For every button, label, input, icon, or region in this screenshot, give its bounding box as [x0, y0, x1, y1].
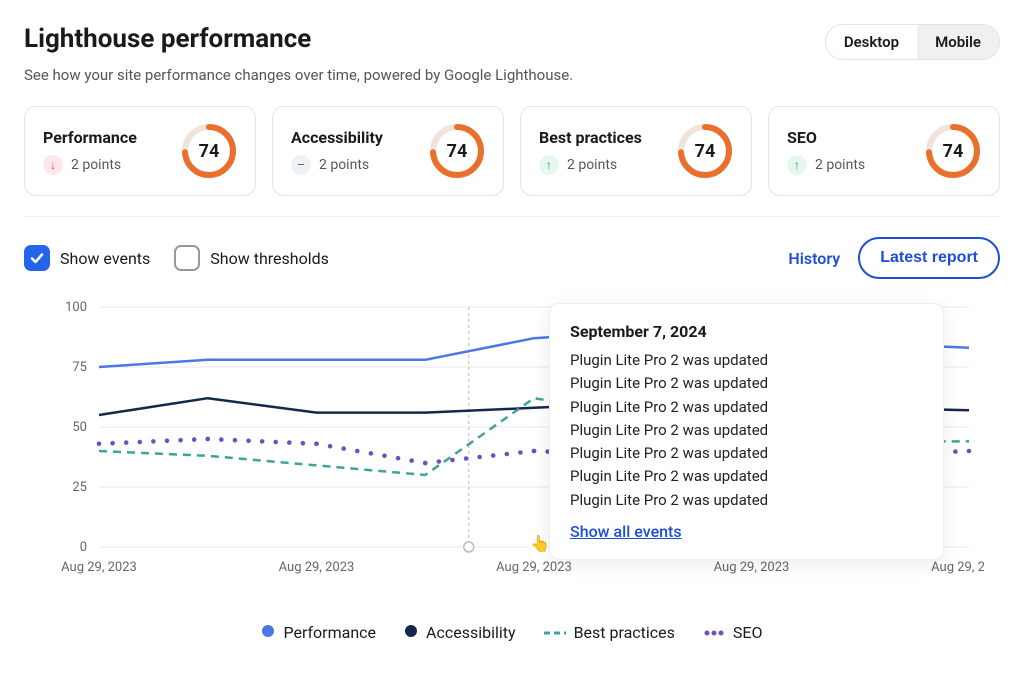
svg-text:Aug 29, 2023: Aug 29, 2023 [714, 560, 790, 575]
tooltip-event-line: Plugin Lite Pro 2 was updated [570, 419, 923, 442]
page-subtitle: See how your site performance changes ov… [24, 66, 1000, 84]
legend-performance: Performance [261, 623, 376, 642]
tooltip-event-line: Plugin Lite Pro 2 was updated [570, 349, 923, 372]
score-card-accessibility[interactable]: Accessibility – 2 points 74 [272, 106, 504, 196]
tooltip-event-line: Plugin Lite Pro 2 was updated [570, 465, 923, 488]
score-card-best practices[interactable]: Best practices ↑ 2 points 74 [520, 106, 752, 196]
score-ring: 74 [429, 123, 485, 179]
card-delta-label: 2 points [319, 157, 369, 173]
svg-text:Aug 29, 2023: Aug 29, 2023 [279, 560, 355, 575]
score-value: 74 [429, 123, 485, 179]
tooltip-event-line: Plugin Lite Pro 2 was updated [570, 372, 923, 395]
toggle-mobile[interactable]: Mobile [917, 25, 999, 59]
show-events-label: Show events [60, 249, 150, 268]
score-card-performance[interactable]: Performance ↓ 2 points 74 [24, 106, 256, 196]
card-title: Accessibility [291, 128, 383, 147]
svg-text:Aug 29, 2023: Aug 29, 2023 [931, 560, 984, 575]
checkbox-icon [24, 245, 50, 271]
score-value: 74 [181, 123, 237, 179]
card-delta-label: 2 points [815, 157, 865, 173]
svg-text:100: 100 [65, 300, 87, 315]
legend-seo: SEO [703, 623, 763, 642]
checkbox-icon [174, 245, 200, 271]
card-title: Performance [43, 128, 137, 147]
card-title: Best practices [539, 128, 642, 147]
trend-up-icon: ↑ [787, 155, 807, 175]
legend-swatch-icon [703, 623, 725, 642]
trend-up-icon: ↑ [539, 155, 559, 175]
score-ring: 74 [181, 123, 237, 179]
card-delta-label: 2 points [71, 157, 121, 173]
legend-swatch-icon [404, 623, 418, 642]
page-title: Lighthouse performance [24, 24, 311, 54]
tooltip-event-line: Plugin Lite Pro 2 was updated [570, 489, 923, 512]
latest-report-button[interactable]: Latest report [858, 237, 1000, 279]
legend-swatch-icon [544, 623, 566, 642]
chart-legend: Performance Accessibility Best practices… [24, 623, 1000, 642]
divider [24, 216, 1000, 217]
show-events-checkbox[interactable]: Show events [24, 245, 150, 271]
trend-down-icon: ↓ [43, 155, 63, 175]
svg-text:Aug 29, 2023: Aug 29, 2023 [61, 560, 137, 575]
tooltip-event-line: Plugin Lite Pro 2 was updated [570, 396, 923, 419]
show-all-events-link[interactable]: Show all events [570, 522, 682, 541]
chart-area: 0 25 50 75 100 Aug 29, 2023 Aug 29, 2023 Aug 29… [24, 297, 1000, 601]
history-link[interactable]: History [788, 249, 840, 268]
svg-text:50: 50 [72, 420, 87, 435]
tooltip-date: September 7, 2024 [570, 322, 923, 341]
card-title: SEO [787, 128, 865, 147]
show-thresholds-label: Show thresholds [210, 249, 329, 268]
trend-neutral-icon: – [291, 155, 311, 175]
score-value: 74 [925, 123, 981, 179]
show-thresholds-checkbox[interactable]: Show thresholds [174, 245, 329, 271]
score-value: 74 [677, 123, 733, 179]
score-ring: 74 [925, 123, 981, 179]
card-delta-label: 2 points [567, 157, 617, 173]
score-ring: 74 [677, 123, 733, 179]
score-card-seo[interactable]: SEO ↑ 2 points 74 [768, 106, 1000, 196]
svg-text:75: 75 [72, 360, 87, 375]
svg-text:25: 25 [72, 480, 87, 495]
toggle-desktop[interactable]: Desktop [826, 25, 917, 59]
event-tooltip: September 7, 2024 Plugin Lite Pro 2 was … [549, 303, 944, 560]
svg-text:0: 0 [80, 540, 87, 555]
legend-accessibility: Accessibility [404, 623, 516, 642]
legend-best-practices: Best practices [544, 623, 675, 642]
tooltip-event-line: Plugin Lite Pro 2 was updated [570, 442, 923, 465]
svg-text:Aug 29, 2023: Aug 29, 2023 [496, 560, 572, 575]
legend-swatch-icon [261, 623, 275, 642]
device-toggle: Desktop Mobile [825, 24, 1000, 60]
